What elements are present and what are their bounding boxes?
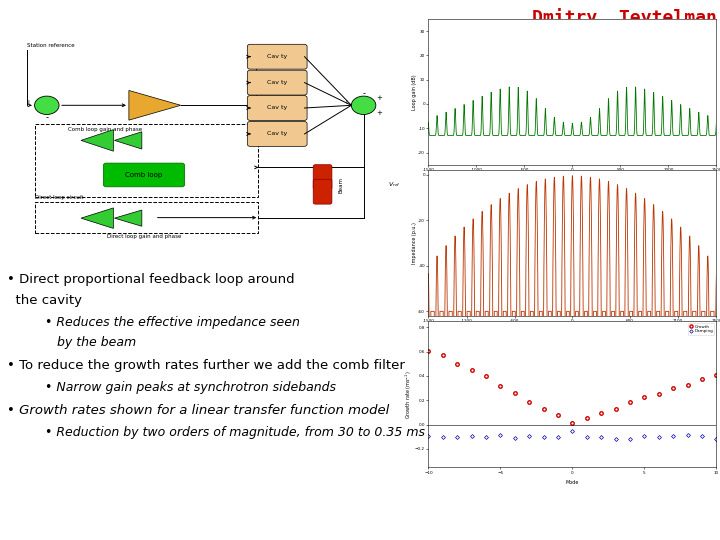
Text: -: - [362,89,365,98]
Growth [683,381,692,388]
Growth [654,391,663,397]
FancyBboxPatch shape [248,122,307,146]
Text: +: + [377,94,382,101]
Bar [35,202,258,233]
Growth [438,352,447,359]
Y-axis label: Growth rate (ms$^{-1}$): Growth rate (ms$^{-1}$) [403,370,413,418]
Growth [510,390,519,396]
Damping [654,434,663,440]
Damping [453,434,462,440]
Line: Damping: Damping [427,429,718,441]
Text: the cavity: the cavity [7,294,82,307]
Circle shape [35,96,59,114]
Polygon shape [81,208,114,228]
FancyBboxPatch shape [248,70,307,95]
Text: • Narrow gain peaks at synchrotron sidebands: • Narrow gain peaks at synchrotron sideb… [29,381,336,394]
Damping [438,434,447,441]
FancyBboxPatch shape [248,96,307,120]
Growth [525,399,534,406]
Growth [626,399,634,406]
Text: I: I [28,99,30,105]
Damping [611,436,620,442]
Text: Direct loop gain and phase: Direct loop gain and phase [107,234,181,239]
Damping [424,433,433,439]
Text: Dmitry  Teytelman: Dmitry Teytelman [531,8,716,27]
Text: Comb loop: Comb loop [125,172,163,178]
Polygon shape [129,90,181,120]
Damping [698,433,706,439]
Text: • Reduction by two orders of magnitude, from 30 to 0.35 ms: • Reduction by two orders of magnitude, … [29,426,425,438]
Damping [525,433,534,439]
Growth [568,420,577,427]
Text: • Growth rates shown for a linear transfer function model: • Growth rates shown for a linear transf… [7,404,390,417]
Text: • Direct proportional feedback loop around: • Direct proportional feedback loop arou… [7,273,294,286]
Growth [597,410,606,416]
FancyBboxPatch shape [313,165,332,190]
Damping [597,434,606,441]
Growth [712,372,720,378]
X-axis label: Frequency (MHz): Frequency (MHz) [552,329,593,334]
Text: I: I [346,99,347,105]
Text: Cav ty: Cav ty [267,131,287,137]
X-axis label: Mode: Mode [566,480,579,485]
Growth [424,348,433,355]
Damping [568,428,577,434]
Text: by the beam: by the beam [29,336,136,349]
Text: $V_{ref}$: $V_{ref}$ [388,180,401,189]
Text: Comb loop gain and phase: Comb loop gain and phase [68,127,143,132]
FancyBboxPatch shape [313,179,332,204]
Growth [640,394,649,401]
Text: -: - [46,113,49,122]
Damping [554,434,562,440]
Text: Cav ty: Cav ty [267,54,287,59]
Line: Growth: Growth [427,349,718,425]
Damping [510,435,519,442]
Text: • To reduce the growth rates further we add the comb filter: • To reduce the growth rates further we … [7,359,405,372]
Damping [539,434,548,440]
Growth [482,373,490,379]
Damping [669,433,678,439]
X-axis label: Frequency (kHz): Frequency (kHz) [552,178,593,183]
Y-axis label: Loop gain (dB): Loop gain (dB) [412,74,417,110]
Y-axis label: Impedance (p.u.): Impedance (p.u.) [412,222,417,264]
Circle shape [351,96,376,114]
Damping [640,433,649,439]
Damping [712,436,720,442]
Text: Cav ty: Cav ty [267,105,287,111]
Growth [467,367,476,373]
Text: • Reduces the effective impedance seen: • Reduces the effective impedance seen [29,316,300,329]
Damping [467,433,476,439]
Growth [698,376,706,382]
Text: Station reference: Station reference [27,43,75,49]
Polygon shape [114,210,142,226]
Growth [539,406,548,412]
Bar [35,124,258,197]
Text: Beam: Beam [338,177,343,193]
Growth [669,385,678,392]
Polygon shape [114,132,142,149]
Damping [582,434,591,440]
Growth [496,382,505,389]
Polygon shape [81,130,114,151]
Text: Klystron: Klystron [144,103,166,108]
Text: Direct loop circuit: Direct loop circuit [35,194,83,200]
Growth [611,406,620,412]
Text: +: + [377,110,382,116]
Damping [683,431,692,438]
Growth [582,415,591,422]
Text: -1: -1 [479,419,490,428]
Damping [626,435,634,442]
Growth [453,361,462,367]
FancyBboxPatch shape [248,44,307,69]
FancyBboxPatch shape [104,163,184,187]
Text: Cav ty: Cav ty [267,80,287,85]
Legend: Growth, Damping: Growth, Damping [688,323,714,335]
Damping [482,434,490,441]
Damping [496,431,505,438]
Growth [554,411,562,418]
